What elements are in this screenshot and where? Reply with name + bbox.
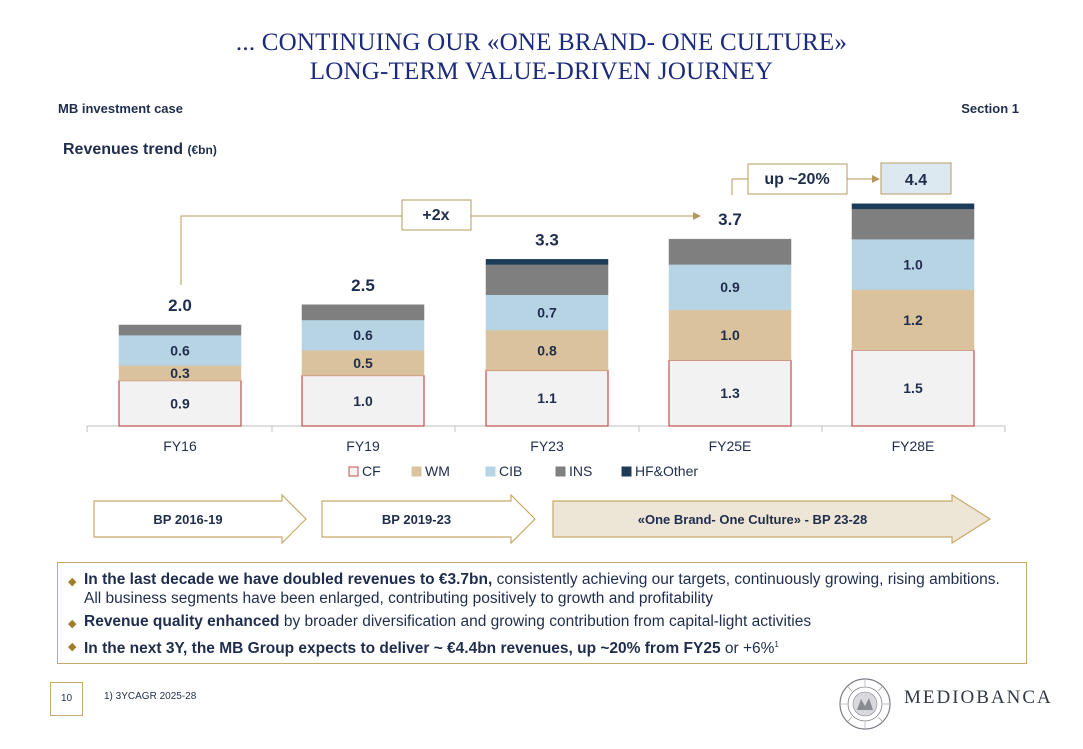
phase-label: BP 2016-19 <box>153 512 222 527</box>
growth-20-bracket-line <box>731 178 748 195</box>
data-label: 1.0 <box>353 393 373 409</box>
data-label: 0.8 <box>537 342 557 358</box>
phase-label: «One Brand- One Culture» - BP 23-28 <box>638 512 868 527</box>
chart-title-text: Revenues trend <box>63 141 184 158</box>
bar-segment-cf <box>485 369 609 427</box>
data-label: 1.0 <box>720 327 740 343</box>
bar-segment-ins <box>301 304 425 321</box>
bar-segment-cf <box>668 359 792 427</box>
total-label: 2.5 <box>351 276 375 295</box>
slide-title-line1: ... CONTINUING OUR «ONE BRAND- ONE CULTU… <box>235 29 848 56</box>
bar-segment-cf <box>851 349 975 427</box>
data-label: 0.9 <box>170 395 190 411</box>
bullet-2: ◆ Revenue quality enhanced by broader div… <box>68 612 1016 631</box>
growth-2x-label: +2x <box>422 207 449 224</box>
legend-entry: INS <box>569 463 592 479</box>
phase-arrow <box>93 493 307 545</box>
diamond-bullet-icon: ◆ <box>68 618 77 630</box>
legend-entry: WM <box>425 463 450 479</box>
bar-segment-wm <box>851 289 975 351</box>
bar-segment-ins <box>118 324 242 336</box>
bar-segment-ins <box>668 238 792 265</box>
total-label: 3.3 <box>535 230 559 249</box>
growth-2x-box <box>401 199 472 231</box>
data-label: 0.7 <box>537 304 557 320</box>
total-label: 3.7 <box>718 210 742 229</box>
phase-label: BP 2019-23 <box>382 512 451 527</box>
growth-20-box <box>747 163 848 195</box>
phase-arrow <box>321 493 536 545</box>
x-tick-label: FY25E <box>709 438 752 454</box>
bullet-2-text: by broader diversification and growing c… <box>279 613 812 630</box>
bar-segment-cib <box>485 294 609 331</box>
target-value-label: 4.4 <box>905 172 927 189</box>
bar-segment-cib <box>668 264 792 311</box>
mediobanca-seal-icon <box>839 678 891 730</box>
section-header-left: MB investment case <box>58 101 183 116</box>
diamond-bullet-icon: ◆ <box>68 576 77 588</box>
bullet-2-bold: Revenue quality enhanced <box>84 613 280 630</box>
slide-title: ... CONTINUING OUR «ONE BRAND- ONE CULTU… <box>0 28 1083 86</box>
target-value-box <box>880 162 952 195</box>
slide-title-line2: LONG-TERM VALUE-DRIVEN JOURNEY <box>309 58 774 85</box>
chart-title: Revenues trend (€bn) <box>63 141 217 159</box>
growth-bracket-line <box>180 215 693 285</box>
legend-swatch <box>485 466 496 477</box>
legend-entry: HF&Other <box>635 463 698 479</box>
x-tick-label: FY19 <box>346 438 380 454</box>
data-label: 0.9 <box>720 279 740 295</box>
bullet-1-text: consistently achieving our targets, cont… <box>84 571 1000 607</box>
legend-swatch <box>411 466 422 477</box>
x-tick-label: FY28E <box>892 438 935 454</box>
bar-segment-cf <box>118 379 242 427</box>
footnote: 1) 3YCAGR 2025-28 <box>104 691 197 702</box>
arrowhead-icon <box>872 175 880 183</box>
bar-segment-cib <box>301 319 425 351</box>
brand-logo-text: MEDIOBANCA <box>904 687 1053 708</box>
legend-swatch <box>555 466 566 477</box>
bar-segment-wm <box>301 350 425 376</box>
bar-segment-cib <box>851 238 975 290</box>
bullet-3-text: or +6% <box>720 640 775 658</box>
bar-segment-ins <box>851 208 975 240</box>
bar-segment-wm <box>485 329 609 371</box>
data-label: 0.5 <box>353 355 373 371</box>
section-header-right: Section 1 <box>961 101 1019 116</box>
bar-segment-ins <box>485 264 609 295</box>
bar-segment-cib <box>118 334 242 366</box>
bar-segment-hfother <box>485 259 609 265</box>
legend-swatch <box>348 466 359 477</box>
revenues-chart: 0.9 0.3 0.6 2.0 FY16 1.0 0.5 0.6 2.5 FY19 1.1 0.8 0.… <box>86 162 1006 545</box>
data-label: 1.5 <box>903 380 923 396</box>
bar-segment-cf <box>301 374 425 427</box>
diamond-bullet-icon: ◆ <box>68 641 77 653</box>
legend-entry: CIB <box>499 463 522 479</box>
bar-segment-wm <box>668 309 792 361</box>
bullet-1: ◆ In the last decade we have doubled reve… <box>68 570 1016 608</box>
x-tick-label: FY16 <box>163 438 197 454</box>
data-label: 1.2 <box>903 312 923 328</box>
growth-20-label: up ~20% <box>764 171 829 188</box>
legend-entry: CF <box>362 463 381 479</box>
data-label: 0.3 <box>170 365 190 381</box>
x-tick-label: FY23 <box>530 438 564 454</box>
footnote-ref: 1 <box>774 640 779 649</box>
data-label: 0.6 <box>353 327 373 343</box>
chart-title-unit: (€bn) <box>187 143 217 157</box>
bullet-3: ◆ In the next 3Y, the MB Group expects to… <box>68 635 1016 658</box>
bar-segment-hfother <box>851 203 975 210</box>
key-messages-box: ◆ In the last decade we have doubled reve… <box>57 562 1027 664</box>
data-label: 1.1 <box>537 390 557 406</box>
data-label: 1.0 <box>903 256 923 272</box>
legend-swatch <box>621 466 632 477</box>
data-label: 0.6 <box>170 342 190 358</box>
arrowhead-icon <box>693 212 701 220</box>
bullet-1-bold: In the last decade we have doubled reven… <box>84 571 493 588</box>
phase-arrow <box>552 493 992 545</box>
data-label: 1.3 <box>720 385 740 401</box>
total-label: 2.0 <box>168 296 192 315</box>
page-number: 10 <box>50 682 83 716</box>
bullet-3-bold: In the next 3Y, the MB Group expects to … <box>84 640 721 658</box>
